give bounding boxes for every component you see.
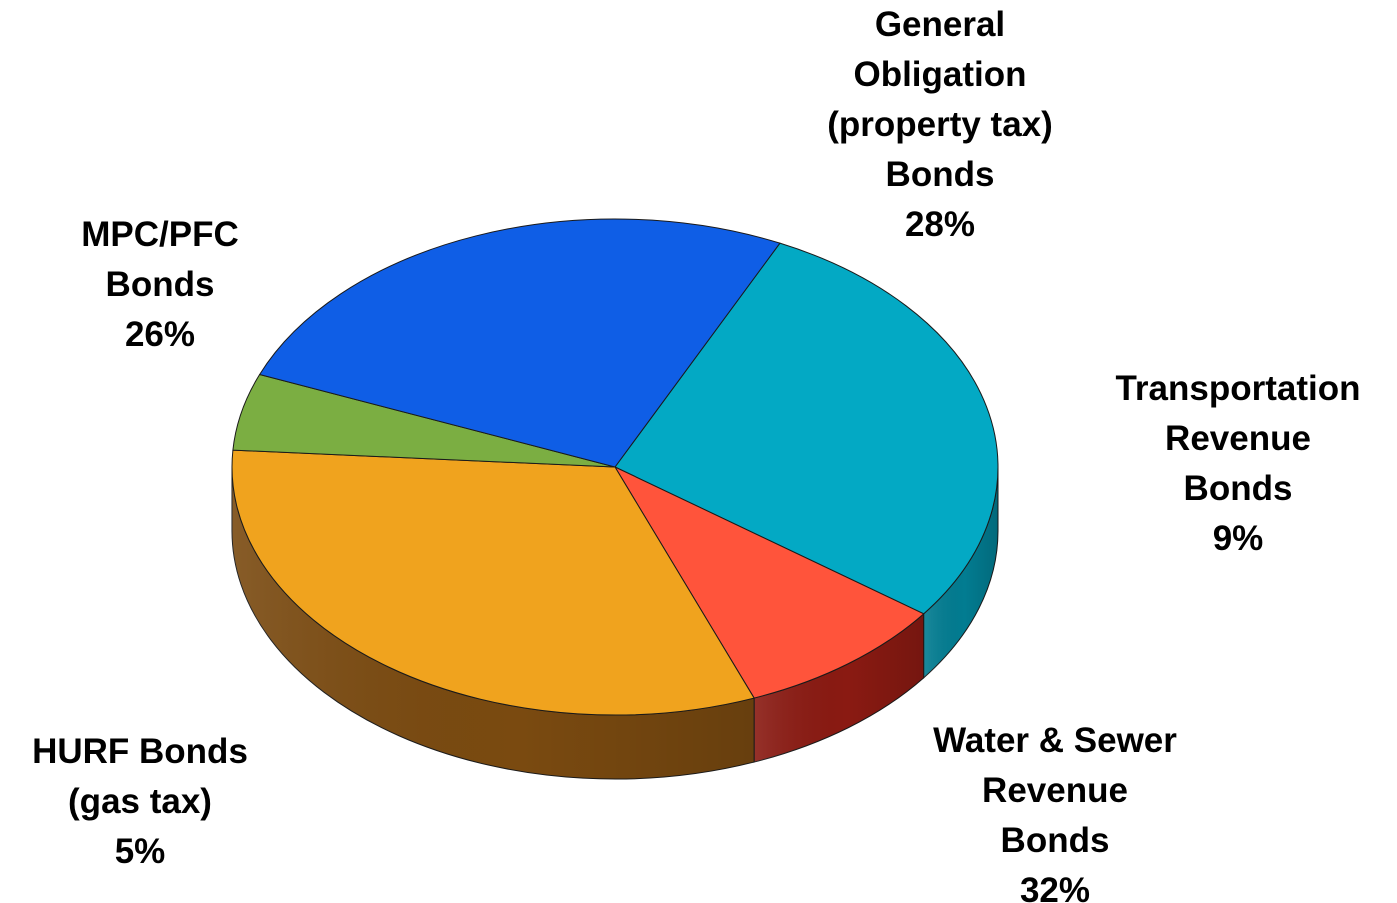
- label-general-obligation: General Obligation (property tax) Bonds …: [800, 0, 1080, 250]
- label-percent: 9%: [1212, 519, 1264, 558]
- pie-slice-transportation-revenue-bonds: [614, 466, 925, 699]
- pie-side-shade: [923, 467, 998, 678]
- label-percent: 5%: [114, 832, 166, 871]
- label-line: MPC/PFC: [81, 215, 239, 254]
- label-line: Bonds: [1183, 469, 1293, 508]
- pie-side-shade: [754, 613, 924, 763]
- label-percent: 32%: [1019, 871, 1091, 903]
- label-line: General: [874, 5, 1006, 44]
- label-line: Bonds: [885, 155, 995, 194]
- label-line: Obligation: [853, 55, 1027, 94]
- label-line: (property tax): [827, 105, 1053, 144]
- label-water-sewer: Water & Sewer Revenue Bonds 32%: [905, 716, 1205, 903]
- pie-slice-water-sewer-revenue-bonds: [231, 449, 755, 716]
- label-transportation: Transportation Revenue Bonds 9%: [1088, 364, 1388, 564]
- label-line: Bonds: [105, 265, 215, 304]
- label-line: Transportation: [1115, 369, 1361, 408]
- label-line: (gas tax): [68, 782, 212, 821]
- label-line: Revenue: [982, 771, 1128, 810]
- label-hurf: HURF Bonds (gas tax) 5%: [0, 727, 280, 877]
- label-line: Water & Sewer: [933, 721, 1177, 760]
- pie-slice-mpc-pfc-bonds: [259, 218, 781, 468]
- label-percent: 26%: [124, 315, 196, 354]
- label-line: HURF Bonds: [32, 732, 248, 771]
- label-line: Revenue: [1165, 419, 1311, 458]
- pie-slice-general-obligation-property-tax-bonds: [614, 242, 999, 615]
- pie-side-shade: [232, 467, 755, 780]
- pie-tops: [231, 218, 999, 716]
- label-mpc-pfc: MPC/PFC Bonds 26%: [40, 210, 280, 360]
- label-percent: 28%: [904, 205, 976, 244]
- label-line: Bonds: [1000, 821, 1110, 860]
